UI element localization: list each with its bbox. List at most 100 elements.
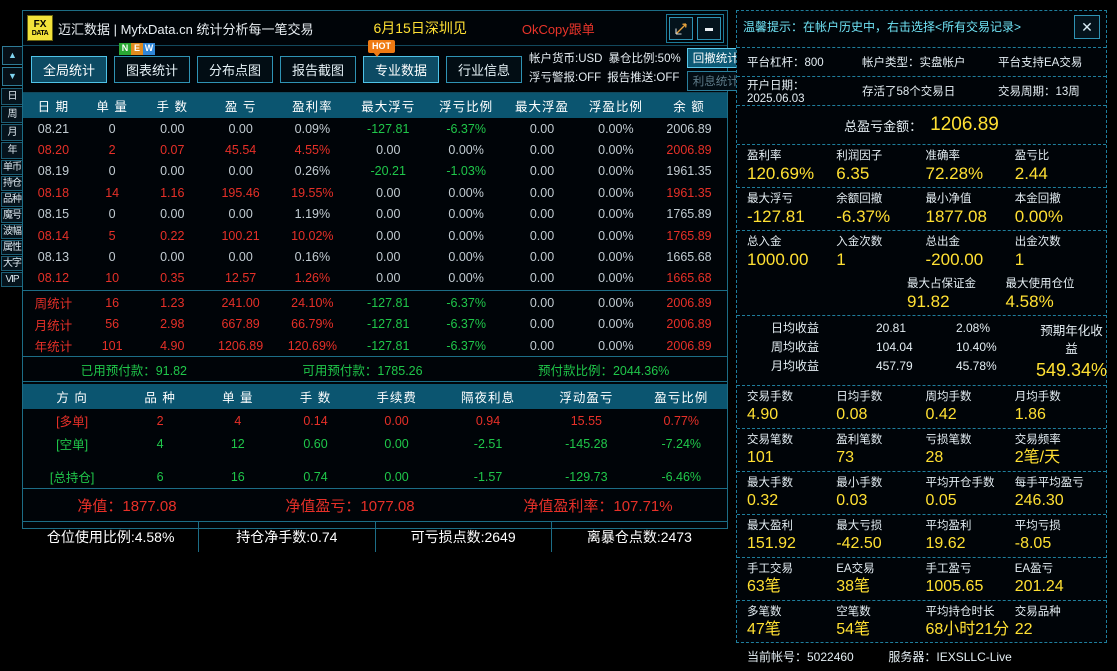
summary-row[interactable]: 年统计 101 4.90 1206.89 120.69% -127.81 -6.37% 0.0…	[23, 335, 727, 356]
toolbar-button-0[interactable]: 全局统计	[31, 55, 107, 83]
daily-col-header[interactable]: 手 数	[140, 93, 205, 118]
sidebar-item-11[interactable]: VIP	[1, 272, 23, 287]
summary-cell: -6.37%	[446, 338, 486, 353]
table-row[interactable]: 08.12 10 0.35 12.57 1.26% 0.00 0.00% 0.00 0.00% 1…	[23, 268, 727, 289]
metric-value: 0.05	[925, 492, 957, 509]
close-icon[interactable]: ✕	[1074, 15, 1100, 39]
toolbar-button-1[interactable]: N E W 图表统计	[114, 42, 190, 83]
position-cell: 4	[234, 413, 242, 428]
position-col-header[interactable]: 浮动盈亏	[537, 384, 636, 410]
margin-value: 4.58%	[1005, 292, 1054, 311]
toolbar-button-5[interactable]: 行业信息	[446, 55, 522, 83]
margin-cell: 最大占保证金 91.82	[903, 276, 1002, 312]
okcopy-link[interactable]: OkCopy跟单	[521, 21, 595, 37]
daily-col-header[interactable]: 余 额	[651, 93, 727, 118]
metric-cell: EA盈亏 201.24	[1011, 561, 1100, 597]
position-col-header[interactable]: 单 量	[198, 384, 277, 410]
daily-col-header[interactable]: 盈利率	[277, 93, 348, 118]
table-row[interactable]: 08.15 0 0.00 0.00 1.19% 0.00 0.00% 0.00 0.00% 176…	[23, 204, 727, 225]
position-cell: -2.51	[473, 436, 503, 451]
table-cell: 0	[108, 164, 116, 179]
sidebar-item-label: 属性	[3, 242, 22, 253]
table-row[interactable]: 08.14 5 0.22 100.21 10.02% 0.00 0.00% 0.00 0.00%…	[23, 225, 727, 246]
position-col-header[interactable]: 隔夜利息	[438, 384, 538, 410]
average-return-row: 日均收益 20.81 2.08%	[743, 319, 1036, 338]
position-col-header[interactable]: 方 向	[23, 384, 122, 410]
metric-value: -6.37%	[836, 207, 891, 226]
sidebar-item-8[interactable]: 波幅	[1, 224, 23, 239]
daily-col-header[interactable]: 最大浮亏	[347, 93, 429, 118]
sidebar-item-label: VIP	[5, 274, 19, 285]
position-row[interactable]: [多单] 2 4 0.14 0.00 0.94 15.55 0.77%	[23, 409, 727, 432]
daily-col-header[interactable]: 浮亏比例	[428, 93, 504, 118]
toolbar-button-3[interactable]: 报告截图	[280, 55, 356, 83]
position-col-header[interactable]: 手 数	[276, 384, 355, 410]
table-row[interactable]: 08.20 2 0.07 45.54 4.55% 0.00 0.00% 0.00 0.00% 20…	[23, 139, 727, 160]
table-row[interactable]: 08.13 0 0.00 0.00 0.16% 0.00 0.00% 0.00 0.00% 166…	[23, 246, 727, 267]
metric-label: 手工盈亏	[925, 563, 972, 575]
bottom-stat-3[interactable]: 离暴仓点数:2473	[586, 529, 692, 546]
table-cell: 0.22	[160, 228, 185, 243]
metric-value: 1	[1014, 250, 1025, 269]
sidebar-item-6[interactable]: 品种	[1, 192, 23, 207]
summary-row[interactable]: 周统计 16 1.23 241.00 24.10% -127.81 -6.37% 0.00 0.…	[23, 292, 727, 313]
bottom-stat-1[interactable]: 持仓净手数:0.74	[199, 522, 376, 553]
table-cell: 0.00%	[598, 164, 634, 179]
resize-button[interactable]	[669, 17, 693, 40]
metric-value: 6.35	[836, 164, 870, 183]
minimize-button[interactable]	[697, 17, 721, 40]
metric-label: 最小净值	[925, 193, 972, 205]
table-cell: 1665.68	[666, 250, 712, 265]
sidebar-item-9[interactable]: 属性	[1, 240, 23, 255]
position-table-body: [多单] 2 4 0.14 0.00 0.94 15.55 0.77% [空单] 4 12 0.60 0…	[23, 409, 727, 488]
stat-button-0[interactable]: 回撤统计	[686, 47, 745, 68]
position-col-header[interactable]: 手续费	[354, 384, 439, 410]
platform-leverage: 平台杠杆：800	[747, 57, 824, 69]
table-row[interactable]: 08.18 14 1.16 195.46 19.55% 0.00 0.00% 0.00 0.00…	[23, 182, 727, 203]
metric-value: 22	[1014, 621, 1033, 638]
daily-col-header[interactable]: 浮盈比例	[580, 93, 652, 118]
stat-button-2[interactable]: 利息统计	[686, 70, 745, 91]
table-cell: 4.55%	[294, 143, 331, 158]
sidebar-item-1[interactable]: 周	[1, 106, 23, 123]
table-cell: 0.16%	[294, 250, 331, 265]
metric-value: -42.50	[836, 535, 882, 552]
bottom-stat-2[interactable]: 可亏损点数:2649	[376, 522, 552, 553]
metric-label: 每手平均盈亏	[1014, 477, 1084, 489]
toolbar-button-2[interactable]: 分布点图	[197, 55, 273, 83]
sidebar-item-5[interactable]: 持仓	[1, 176, 23, 191]
sidebar-item-0[interactable]: 日	[1, 88, 23, 105]
summary-cell: 16	[105, 295, 120, 310]
position-row[interactable]: [空单] 4 12 0.60 0.00 -2.51 -145.28 -7.24%	[23, 432, 727, 455]
sidebar-item-4[interactable]: 单币	[1, 160, 23, 175]
position-row[interactable]: [总持仓] 6 16 0.74 0.00 -1.57 -129.73 -6.46%	[23, 465, 727, 488]
daily-col-header[interactable]: 盈 亏	[204, 93, 278, 118]
summary-cell: 66.79%	[291, 317, 334, 332]
metric-label: 盈利率	[747, 150, 782, 162]
sidebar-item-10[interactable]: 大字	[1, 256, 23, 271]
sidebar-item-7[interactable]: 魔号	[1, 208, 23, 223]
table-cell: -6.37%	[446, 121, 486, 136]
daily-col-header[interactable]: 单 量	[83, 93, 141, 118]
sidebar-item-2[interactable]: 月	[1, 124, 23, 141]
sidebar-item-label: 周	[7, 109, 18, 120]
metric-grid: 总入金 1000.00 入金次数 1 总出金 -200.00 出金次数 1	[743, 234, 1100, 270]
table-row[interactable]: 08.21 0 0.00 0.00 0.09% -127.81 -6.37% 0.00 0.00…	[23, 118, 727, 139]
metric-value: 2笔/天	[1014, 449, 1061, 466]
daily-col-header[interactable]: 最大浮盈	[503, 93, 581, 118]
bottom-stat-0[interactable]: 仓位使用比例:4.58%	[23, 522, 200, 553]
toolbar: 全局统计 N E W 图表统计 分布点图 报告截图 HOT 专业数据 行业信息 帐户货币:USD …	[23, 39, 807, 93]
open-date: 开户日期：2025.06.03	[747, 80, 805, 105]
position-col-header[interactable]: 盈亏比例	[635, 384, 727, 410]
daily-col-header[interactable]: 日 期	[23, 93, 84, 118]
sidebar-item-3[interactable]: 年	[1, 142, 23, 159]
toolbar-button-4[interactable]: HOT 专业数据	[363, 39, 439, 83]
summary-row[interactable]: 月统计 56 2.98 667.89 66.79% -127.81 -6.37% 0.00 0.…	[23, 314, 727, 335]
position-col-header[interactable]: 品 种	[121, 384, 199, 410]
table-cell: 0.00%	[598, 185, 634, 200]
scroll-down-button[interactable]: ▼	[2, 67, 23, 86]
scroll-up-button[interactable]: ▲	[2, 46, 23, 65]
table-row[interactable]: 08.19 0 0.00 0.00 0.26% -20.21 -1.03% 0.00 0.00%…	[23, 161, 727, 182]
metric-label: 交易频率	[1014, 434, 1061, 446]
metric-value: 38笔	[836, 578, 871, 595]
